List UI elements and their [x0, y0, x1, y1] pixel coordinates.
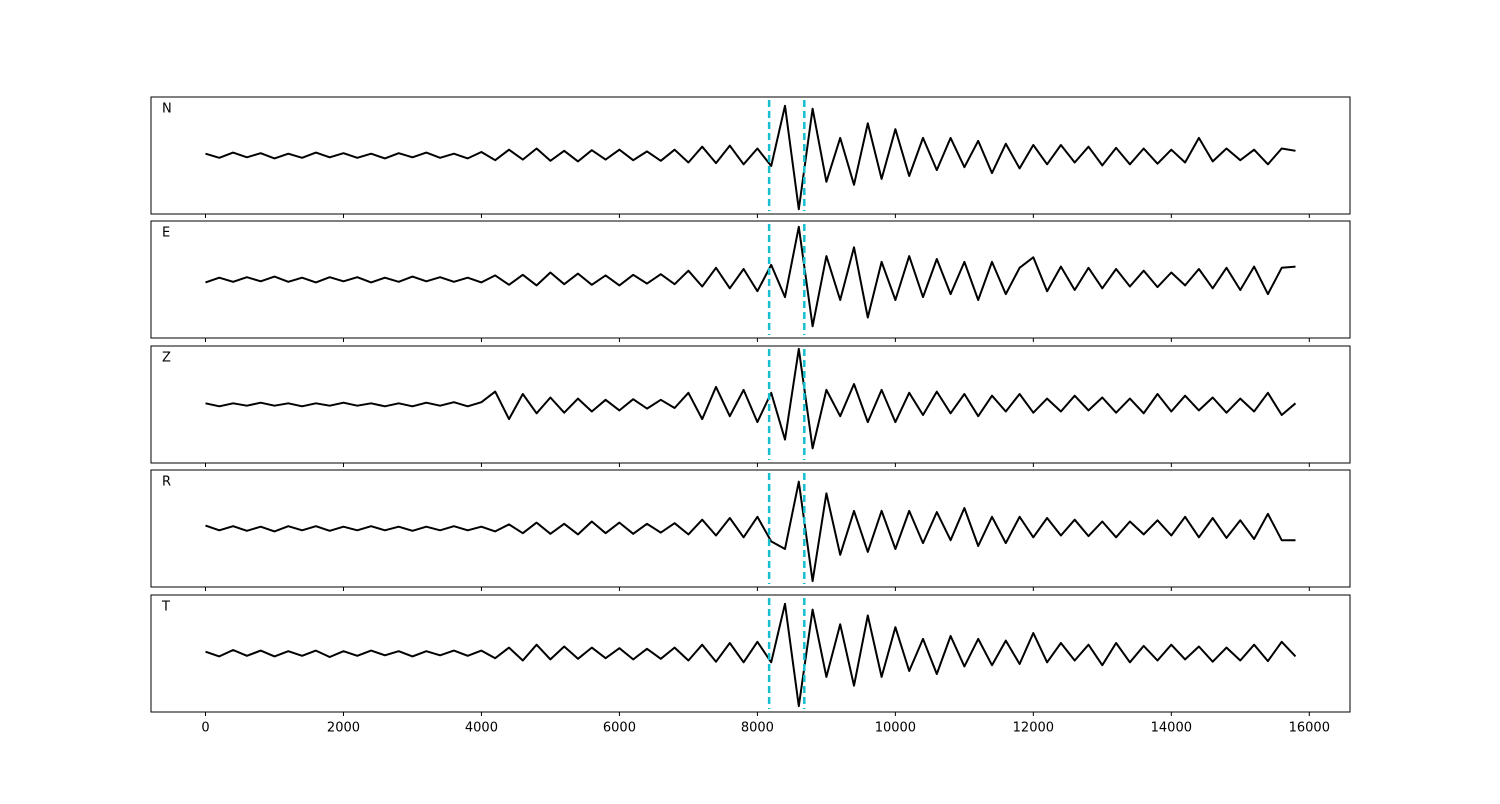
x-tick-label: 2000 [327, 721, 360, 736]
trace [205, 602, 1297, 708]
panel-label: N [162, 102, 172, 117]
trace [205, 480, 1296, 583]
x-tick-label: 0 [201, 721, 209, 736]
panel-frame [150, 220, 1351, 339]
x-tick-label: 14000 [1151, 721, 1192, 736]
trace [205, 347, 1297, 450]
trace [205, 225, 1296, 328]
panel-label: Z [162, 351, 171, 366]
panel-frame [150, 96, 1351, 215]
trace [205, 104, 1296, 211]
panel-frame [150, 469, 1351, 588]
x-tick-label: 8000 [741, 721, 774, 736]
x-tick-label: 10000 [875, 721, 916, 736]
panel-frame [150, 594, 1351, 713]
x-tick-label: 6000 [603, 721, 636, 736]
panel-label: T [161, 600, 170, 615]
panel-frame [150, 345, 1351, 464]
panel-label: R [162, 475, 171, 490]
x-tick-label: 12000 [1013, 721, 1054, 736]
x-tick-label: 16000 [1289, 721, 1330, 736]
x-tick-label: 4000 [465, 721, 498, 736]
panel-label: E [162, 226, 170, 241]
